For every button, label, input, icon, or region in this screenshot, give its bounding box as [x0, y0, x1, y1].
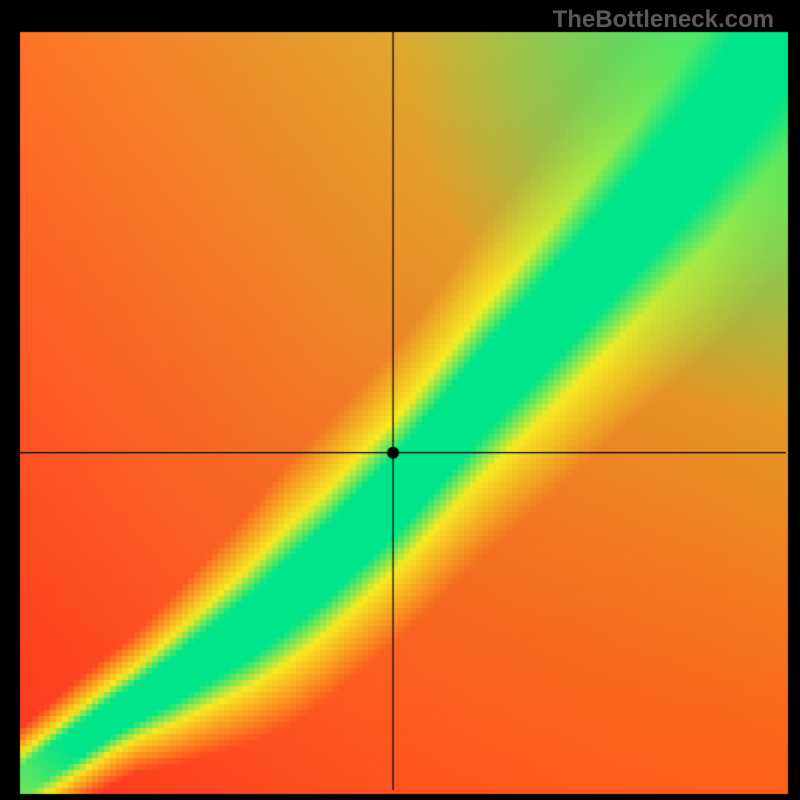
watermark-text: TheBottleneck.com: [553, 6, 774, 34]
bottleneck-heatmap: [0, 0, 800, 800]
